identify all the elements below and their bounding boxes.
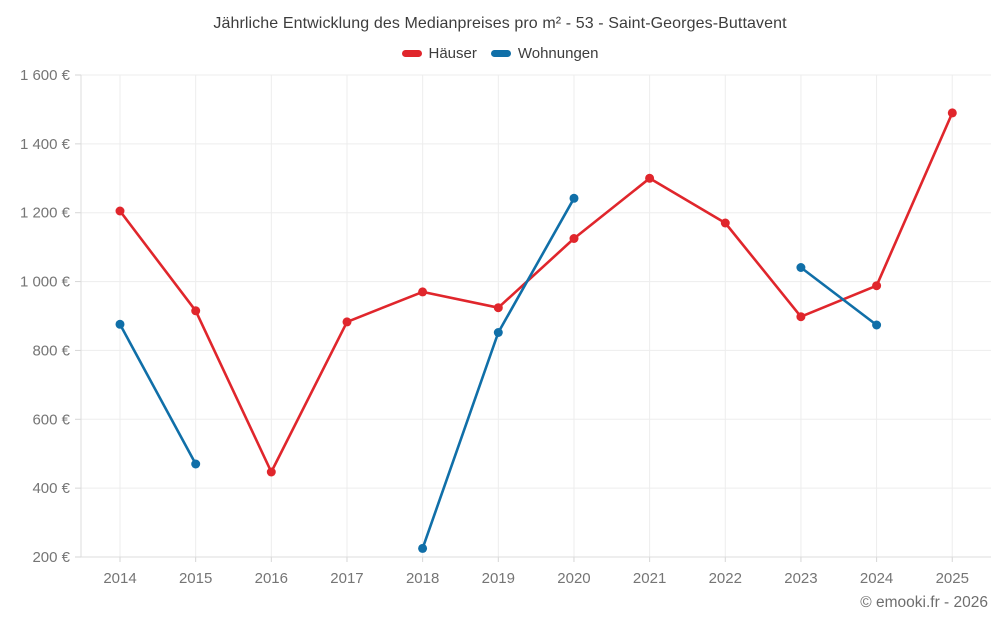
x-tick-label: 2022 bbox=[709, 570, 742, 587]
y-tick-label: 200 € bbox=[32, 549, 70, 566]
haeuser-data-point[interactable] bbox=[115, 206, 125, 216]
x-tick-label: 2016 bbox=[255, 570, 288, 587]
y-tick-label: 800 € bbox=[32, 342, 70, 359]
x-tick-label: 2021 bbox=[633, 570, 666, 587]
x-tick-label: 2025 bbox=[936, 570, 969, 587]
wohnungen-data-point[interactable] bbox=[115, 319, 125, 329]
y-tick-label: 1 000 € bbox=[20, 274, 71, 291]
wohnungen-swatch-icon bbox=[490, 50, 511, 57]
x-tick-label: 2015 bbox=[179, 570, 212, 587]
haeuser-data-point[interactable] bbox=[266, 467, 276, 477]
chart-title: Jährliche Entwicklung des Medianpreises … bbox=[213, 15, 787, 32]
wohnungen-data-point[interactable] bbox=[493, 328, 503, 337]
haeuser-data-point[interactable] bbox=[872, 281, 882, 291]
haeuser-data-point[interactable] bbox=[191, 306, 201, 316]
y-tick-label: 1 200 € bbox=[20, 205, 71, 222]
x-tick-label: 2017 bbox=[330, 570, 363, 587]
legend-item-haeuser[interactable]: Häuser bbox=[401, 45, 477, 62]
x-tick-label: 2019 bbox=[482, 570, 515, 587]
haeuser-data-point[interactable] bbox=[645, 173, 655, 183]
wohnungen-data-point[interactable] bbox=[418, 543, 428, 553]
x-tick-label: 2014 bbox=[103, 570, 136, 587]
haeuser-line bbox=[118, 111, 954, 474]
haeuser-data-point[interactable] bbox=[796, 312, 806, 322]
y-tick-label: 600 € bbox=[32, 411, 70, 428]
y-tick-label: 400 € bbox=[32, 480, 70, 497]
y-tick-label: 1 400 € bbox=[20, 136, 71, 153]
legend-item-wohnungen[interactable]: Wohnungen bbox=[490, 45, 599, 62]
wohnungen-data-point[interactable] bbox=[569, 193, 579, 203]
wohnungen-data-point[interactable] bbox=[796, 263, 806, 272]
chart-legend: Häuser Wohnungen bbox=[0, 45, 1000, 62]
haeuser-data-point[interactable] bbox=[493, 303, 503, 313]
haeuser-data-point[interactable] bbox=[720, 218, 730, 228]
haeuser-data-point[interactable] bbox=[569, 234, 579, 243]
chart-footer: © emooki.fr - 2026 bbox=[860, 594, 988, 611]
haeuser-data-point[interactable] bbox=[418, 287, 428, 297]
wohnungen-data-point[interactable] bbox=[872, 320, 882, 330]
y-tick-label: 1 600 € bbox=[20, 67, 71, 84]
x-tick-label: 2018 bbox=[406, 570, 439, 587]
haeuser-data-point[interactable] bbox=[342, 317, 352, 327]
x-tick-label: 2023 bbox=[784, 570, 817, 587]
x-tick-label: 2024 bbox=[860, 570, 893, 587]
legend-label-wohnungen: Wohnungen bbox=[517, 45, 599, 62]
legend-label-haeuser: Häuser bbox=[428, 45, 477, 62]
x-tick-label: 2020 bbox=[557, 570, 590, 587]
haeuser-swatch-icon bbox=[401, 50, 422, 57]
wohnungen-data-point[interactable] bbox=[191, 459, 201, 469]
haeuser-data-point[interactable] bbox=[947, 108, 957, 118]
